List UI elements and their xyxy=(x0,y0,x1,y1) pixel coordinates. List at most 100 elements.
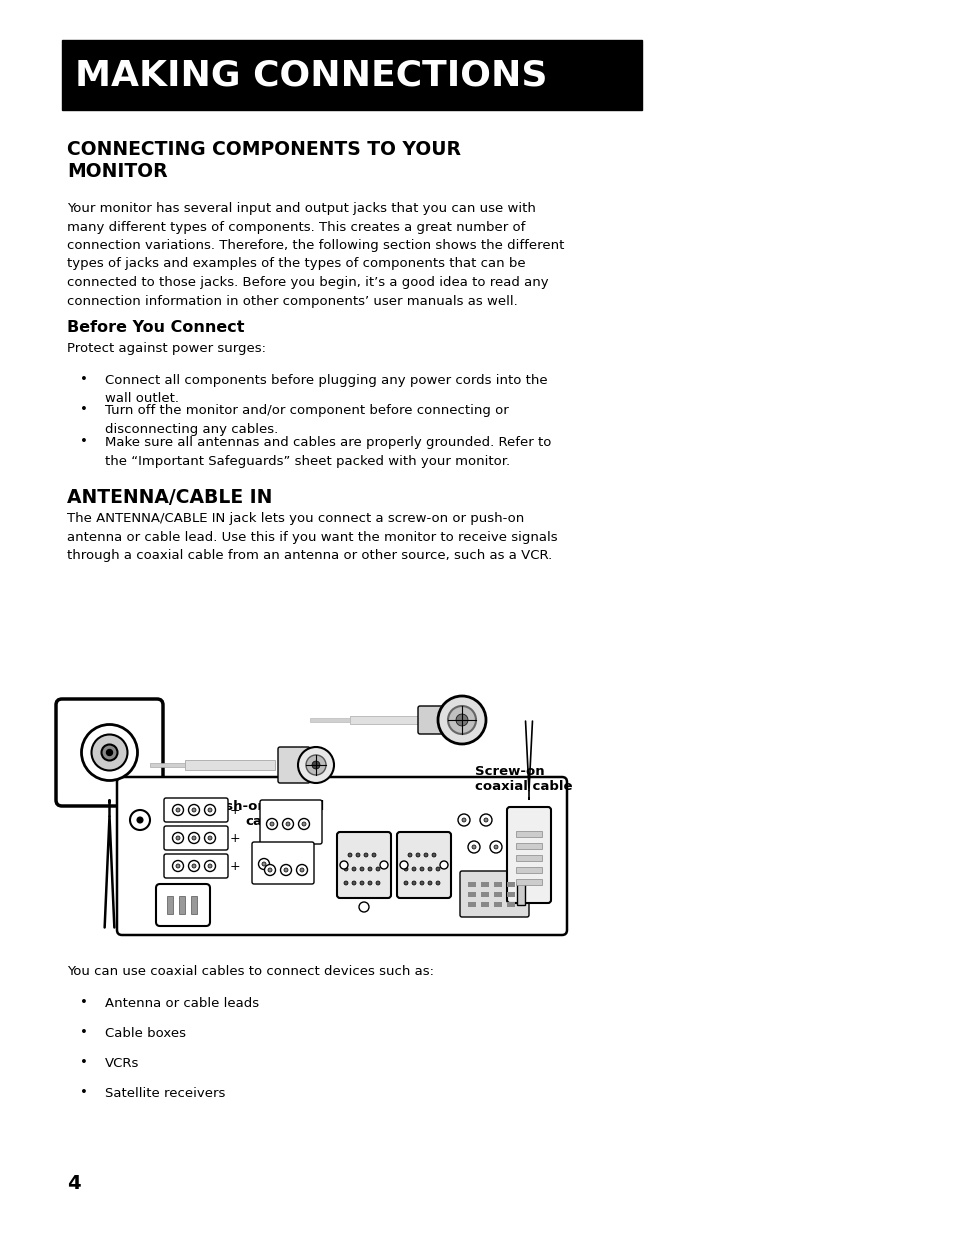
FancyBboxPatch shape xyxy=(260,800,322,844)
Bar xyxy=(516,867,541,873)
Bar xyxy=(494,902,501,906)
FancyBboxPatch shape xyxy=(336,832,391,898)
Circle shape xyxy=(479,814,492,826)
Text: •: • xyxy=(80,995,88,1009)
FancyBboxPatch shape xyxy=(417,706,443,734)
Bar xyxy=(468,892,476,897)
Bar xyxy=(62,40,641,110)
Text: Antenna or cable leads: Antenna or cable leads xyxy=(105,997,259,1010)
Text: •: • xyxy=(80,403,88,416)
Circle shape xyxy=(192,836,195,840)
Bar xyxy=(516,855,541,861)
Circle shape xyxy=(448,706,476,734)
Bar xyxy=(517,883,524,905)
FancyBboxPatch shape xyxy=(459,871,529,918)
Circle shape xyxy=(302,823,306,826)
Text: Connect all components before plugging any power cords into the
wall outlet.: Connect all components before plugging a… xyxy=(105,374,547,405)
Text: Push-on coaxial
cable: Push-on coaxial cable xyxy=(206,800,324,827)
Text: MAKING CONNECTIONS: MAKING CONNECTIONS xyxy=(75,58,547,91)
Bar xyxy=(480,882,489,887)
Text: VCRs: VCRs xyxy=(105,1057,139,1070)
Circle shape xyxy=(297,747,334,783)
Circle shape xyxy=(437,697,485,743)
Circle shape xyxy=(192,864,195,868)
Circle shape xyxy=(189,861,199,872)
Circle shape xyxy=(172,832,183,844)
Bar xyxy=(494,882,501,887)
Text: Protect against power surges:: Protect against power surges: xyxy=(67,342,266,354)
Circle shape xyxy=(359,881,364,885)
Text: Screw-on
coaxial cable: Screw-on coaxial cable xyxy=(475,764,572,793)
Bar xyxy=(480,892,489,897)
Circle shape xyxy=(375,867,379,871)
Circle shape xyxy=(107,750,112,756)
Bar xyxy=(167,897,172,914)
Circle shape xyxy=(208,864,212,868)
Circle shape xyxy=(266,819,277,830)
Text: You can use coaxial cables to connect devices such as:: You can use coaxial cables to connect de… xyxy=(67,965,434,978)
Circle shape xyxy=(368,867,372,871)
Text: The ANTENNA/CABLE IN jack lets you connect a screw-on or push-on
antenna or cabl: The ANTENNA/CABLE IN jack lets you conne… xyxy=(67,513,558,562)
Circle shape xyxy=(264,864,275,876)
Text: •: • xyxy=(80,1026,88,1039)
Circle shape xyxy=(412,867,416,871)
Text: 4: 4 xyxy=(67,1174,81,1193)
Circle shape xyxy=(372,853,375,857)
Circle shape xyxy=(408,853,412,857)
Bar xyxy=(516,844,541,848)
Text: •: • xyxy=(80,373,88,387)
Circle shape xyxy=(359,867,364,871)
Circle shape xyxy=(423,853,428,857)
Bar xyxy=(191,897,196,914)
FancyBboxPatch shape xyxy=(506,806,551,903)
Circle shape xyxy=(412,881,416,885)
Circle shape xyxy=(416,853,419,857)
Circle shape xyxy=(358,902,369,911)
Circle shape xyxy=(344,881,348,885)
Bar xyxy=(179,897,185,914)
Circle shape xyxy=(296,864,307,876)
Circle shape xyxy=(436,881,439,885)
Circle shape xyxy=(175,808,180,811)
Circle shape xyxy=(192,808,195,811)
Circle shape xyxy=(282,819,294,830)
Circle shape xyxy=(490,841,501,853)
Circle shape xyxy=(299,868,304,872)
Circle shape xyxy=(208,808,212,811)
Circle shape xyxy=(258,858,269,869)
Bar xyxy=(468,882,476,887)
Bar xyxy=(506,902,515,906)
Text: +: + xyxy=(230,831,240,845)
Circle shape xyxy=(419,867,423,871)
Circle shape xyxy=(403,881,408,885)
Circle shape xyxy=(436,867,439,871)
Text: +: + xyxy=(230,804,240,816)
Circle shape xyxy=(379,861,388,869)
Circle shape xyxy=(175,836,180,840)
Circle shape xyxy=(348,853,352,857)
Circle shape xyxy=(172,804,183,815)
Circle shape xyxy=(355,853,359,857)
Circle shape xyxy=(137,818,143,823)
Text: Make sure all antennas and cables are properly grounded. Refer to
the “Important: Make sure all antennas and cables are pr… xyxy=(105,436,551,468)
Bar xyxy=(310,718,350,722)
Circle shape xyxy=(399,861,408,869)
FancyBboxPatch shape xyxy=(156,884,210,926)
Circle shape xyxy=(461,818,465,823)
Text: •: • xyxy=(80,1056,88,1070)
Circle shape xyxy=(268,868,272,872)
Circle shape xyxy=(375,881,379,885)
Circle shape xyxy=(172,861,183,872)
Bar xyxy=(350,716,419,724)
Circle shape xyxy=(312,761,319,769)
Circle shape xyxy=(494,845,497,848)
Circle shape xyxy=(130,810,150,830)
Bar xyxy=(480,902,489,906)
Circle shape xyxy=(262,862,266,866)
Circle shape xyxy=(483,818,488,823)
Circle shape xyxy=(81,725,137,781)
Circle shape xyxy=(339,861,348,869)
Bar xyxy=(506,892,515,897)
Bar xyxy=(150,763,185,767)
Circle shape xyxy=(432,853,436,857)
